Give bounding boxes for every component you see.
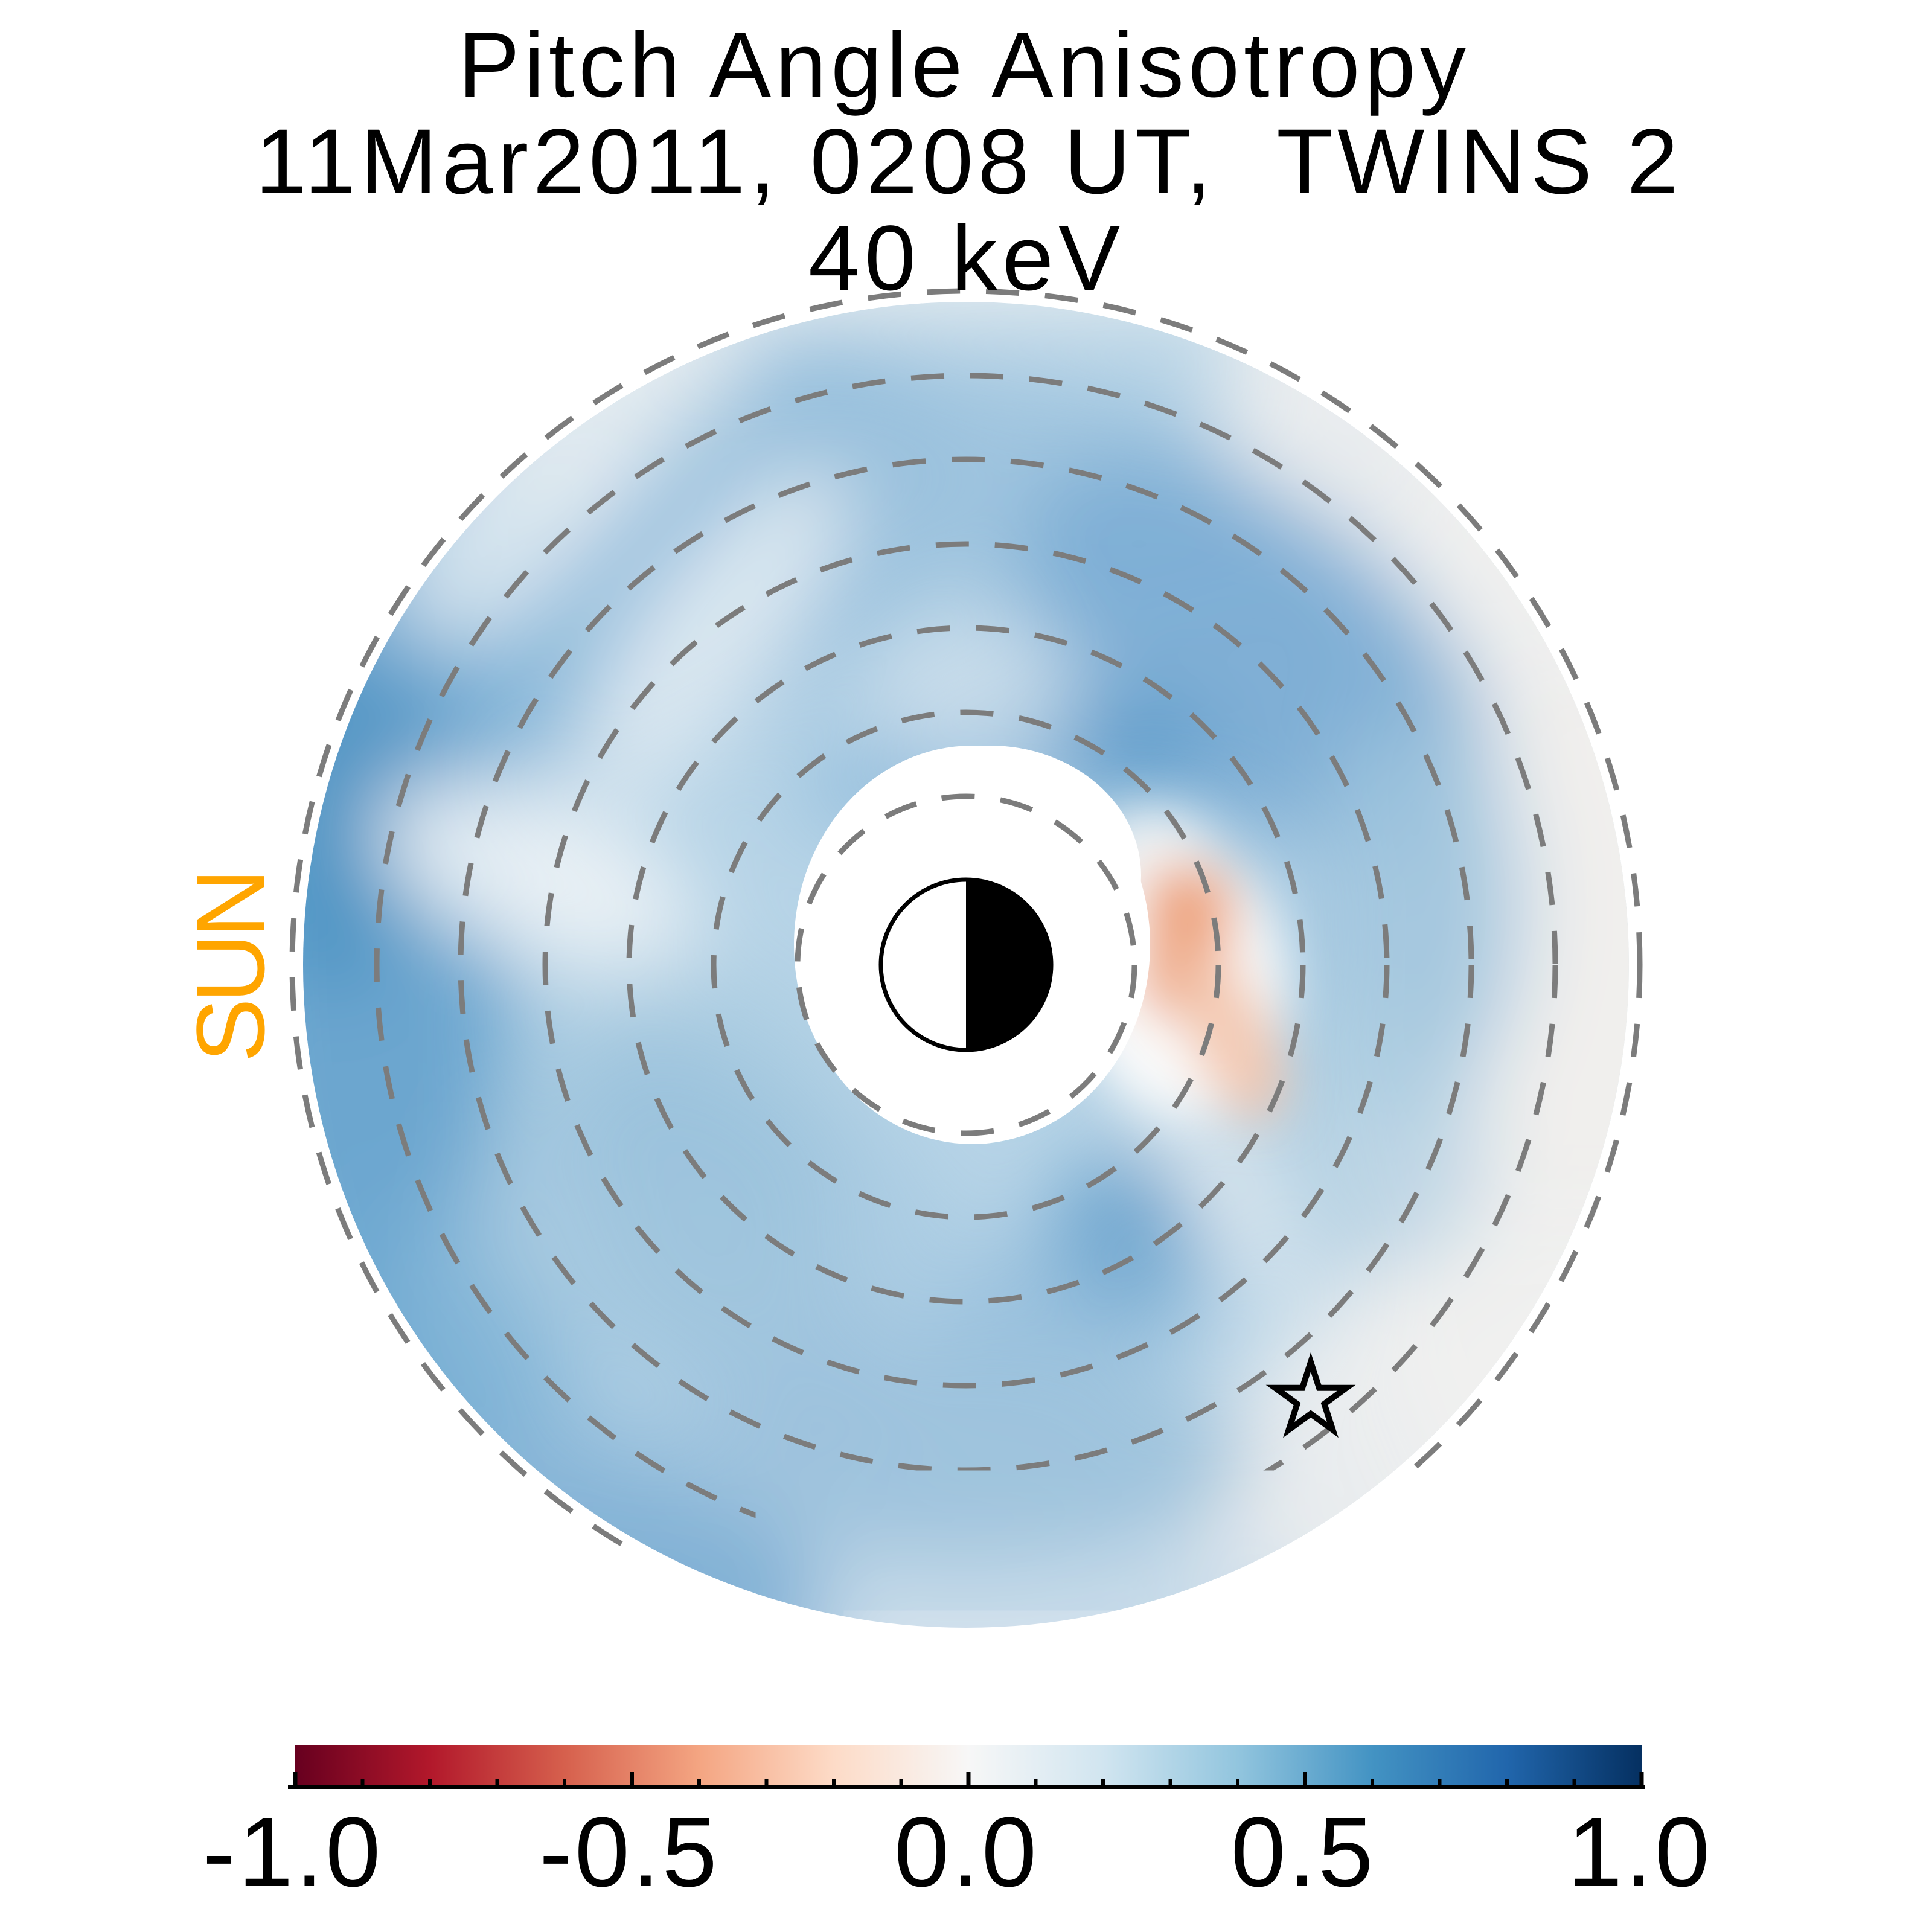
svg-text:40 keV: 40 keV	[808, 206, 1125, 310]
svg-text:SUN: SUN	[176, 873, 284, 1063]
svg-text:1.0: 1.0	[1567, 1797, 1712, 1907]
svg-text:-0.5: -0.5	[539, 1797, 720, 1907]
svg-text:0.5: 0.5	[1231, 1797, 1376, 1907]
svg-text:-1=Parallel,0=Isotropic,+1=Per: -1=Parallel,0=Isotropic,+1=Perpendicular	[66, 1636, 1867, 1746]
svg-text:11Mar2011, 0208 UT, TWINS 2: 11Mar2011, 0208 UT, TWINS 2	[255, 110, 1683, 213]
svg-text:-1.0: -1.0	[203, 1797, 383, 1907]
svg-text:0.0: 0.0	[894, 1797, 1039, 1907]
svg-text:Pitch Angle Anisotropy: Pitch Angle Anisotropy	[458, 13, 1470, 117]
